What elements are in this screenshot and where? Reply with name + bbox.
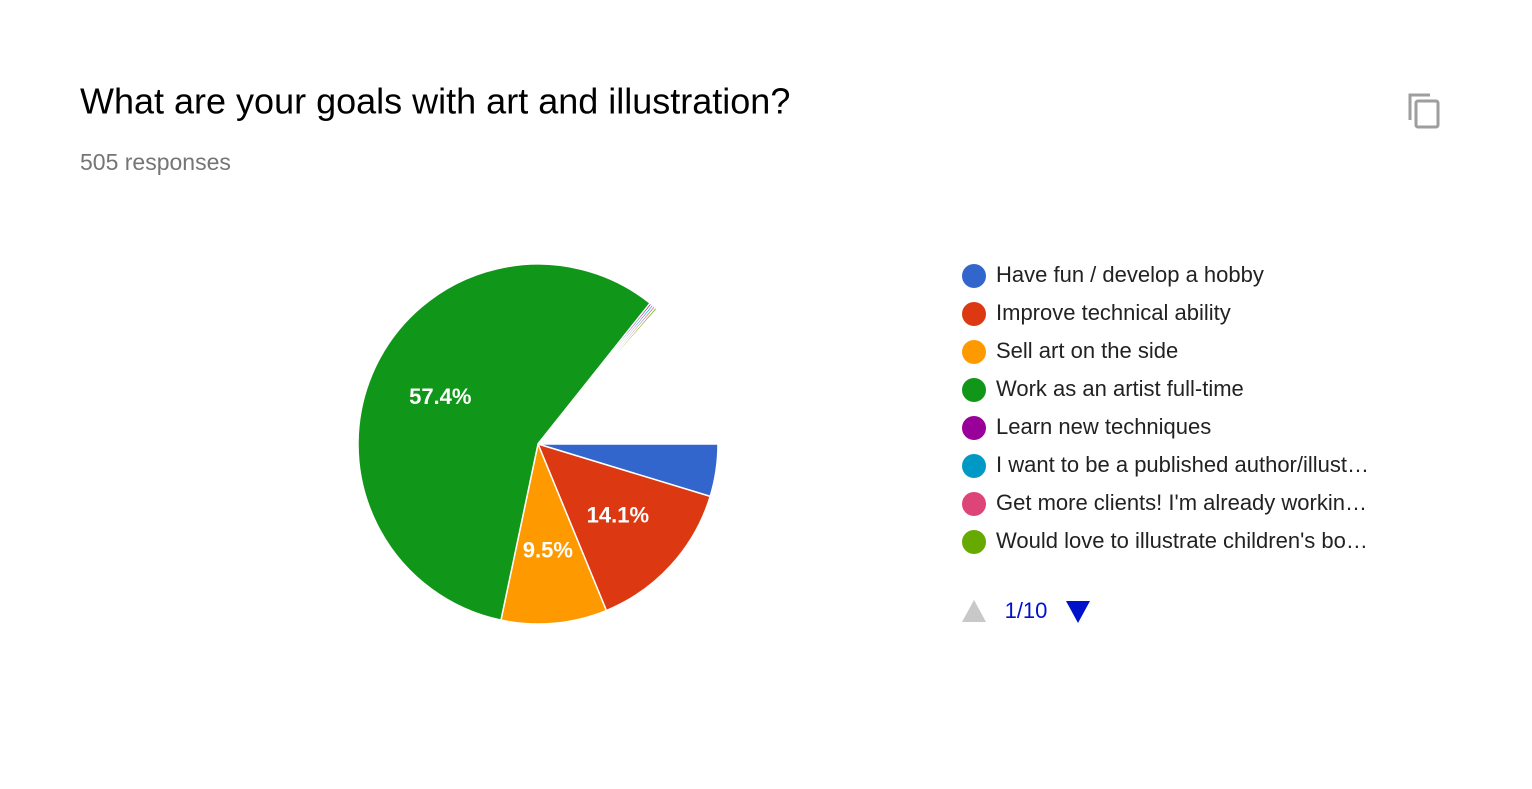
pie-slice (537, 306, 659, 445)
legend-swatch (962, 416, 986, 440)
legend-swatch (962, 530, 986, 554)
pie-slice (500, 441, 608, 625)
legend-label: Have fun / develop a hobby (996, 262, 1264, 287)
legend-swatch (962, 378, 986, 402)
page-down-button[interactable] (1066, 601, 1090, 623)
slice-label: 14.1% (587, 502, 649, 527)
legend-swatch (962, 302, 986, 326)
legend: Have fun / develop a hobby Improve techni… (962, 262, 1369, 554)
legend-label: Work as an artist full-time (996, 376, 1244, 401)
chart-title: What are your goals with art and illustr… (80, 81, 790, 122)
chart-subtitle: 505 responses (80, 149, 231, 175)
legend-swatch (962, 492, 986, 516)
legend-label: Get more clients! I'm already workin… (996, 490, 1367, 515)
copy-icon[interactable] (1408, 93, 1440, 129)
legend-label: Sell art on the side (996, 338, 1178, 363)
pie-slice (536, 442, 712, 612)
pie: 14.1% 9.5% 57.4% (357, 263, 719, 625)
legend-swatch (962, 454, 986, 478)
legend-swatch (962, 340, 986, 364)
legend-swatch (962, 264, 986, 288)
slice-label: 57.4% (409, 384, 471, 409)
legend-label: Learn new techniques (996, 414, 1211, 439)
legend-page-indicator: 1/10 (1005, 598, 1048, 623)
slice-label: 9.5% (523, 537, 573, 562)
page-up-button[interactable] (962, 600, 986, 622)
legend-label: Improve technical ability (996, 300, 1231, 325)
legend-label: Would love to illustrate children's bo… (996, 528, 1368, 553)
legend-label: I want to be a published author/illust… (996, 452, 1369, 477)
pie-slice (357, 263, 652, 622)
